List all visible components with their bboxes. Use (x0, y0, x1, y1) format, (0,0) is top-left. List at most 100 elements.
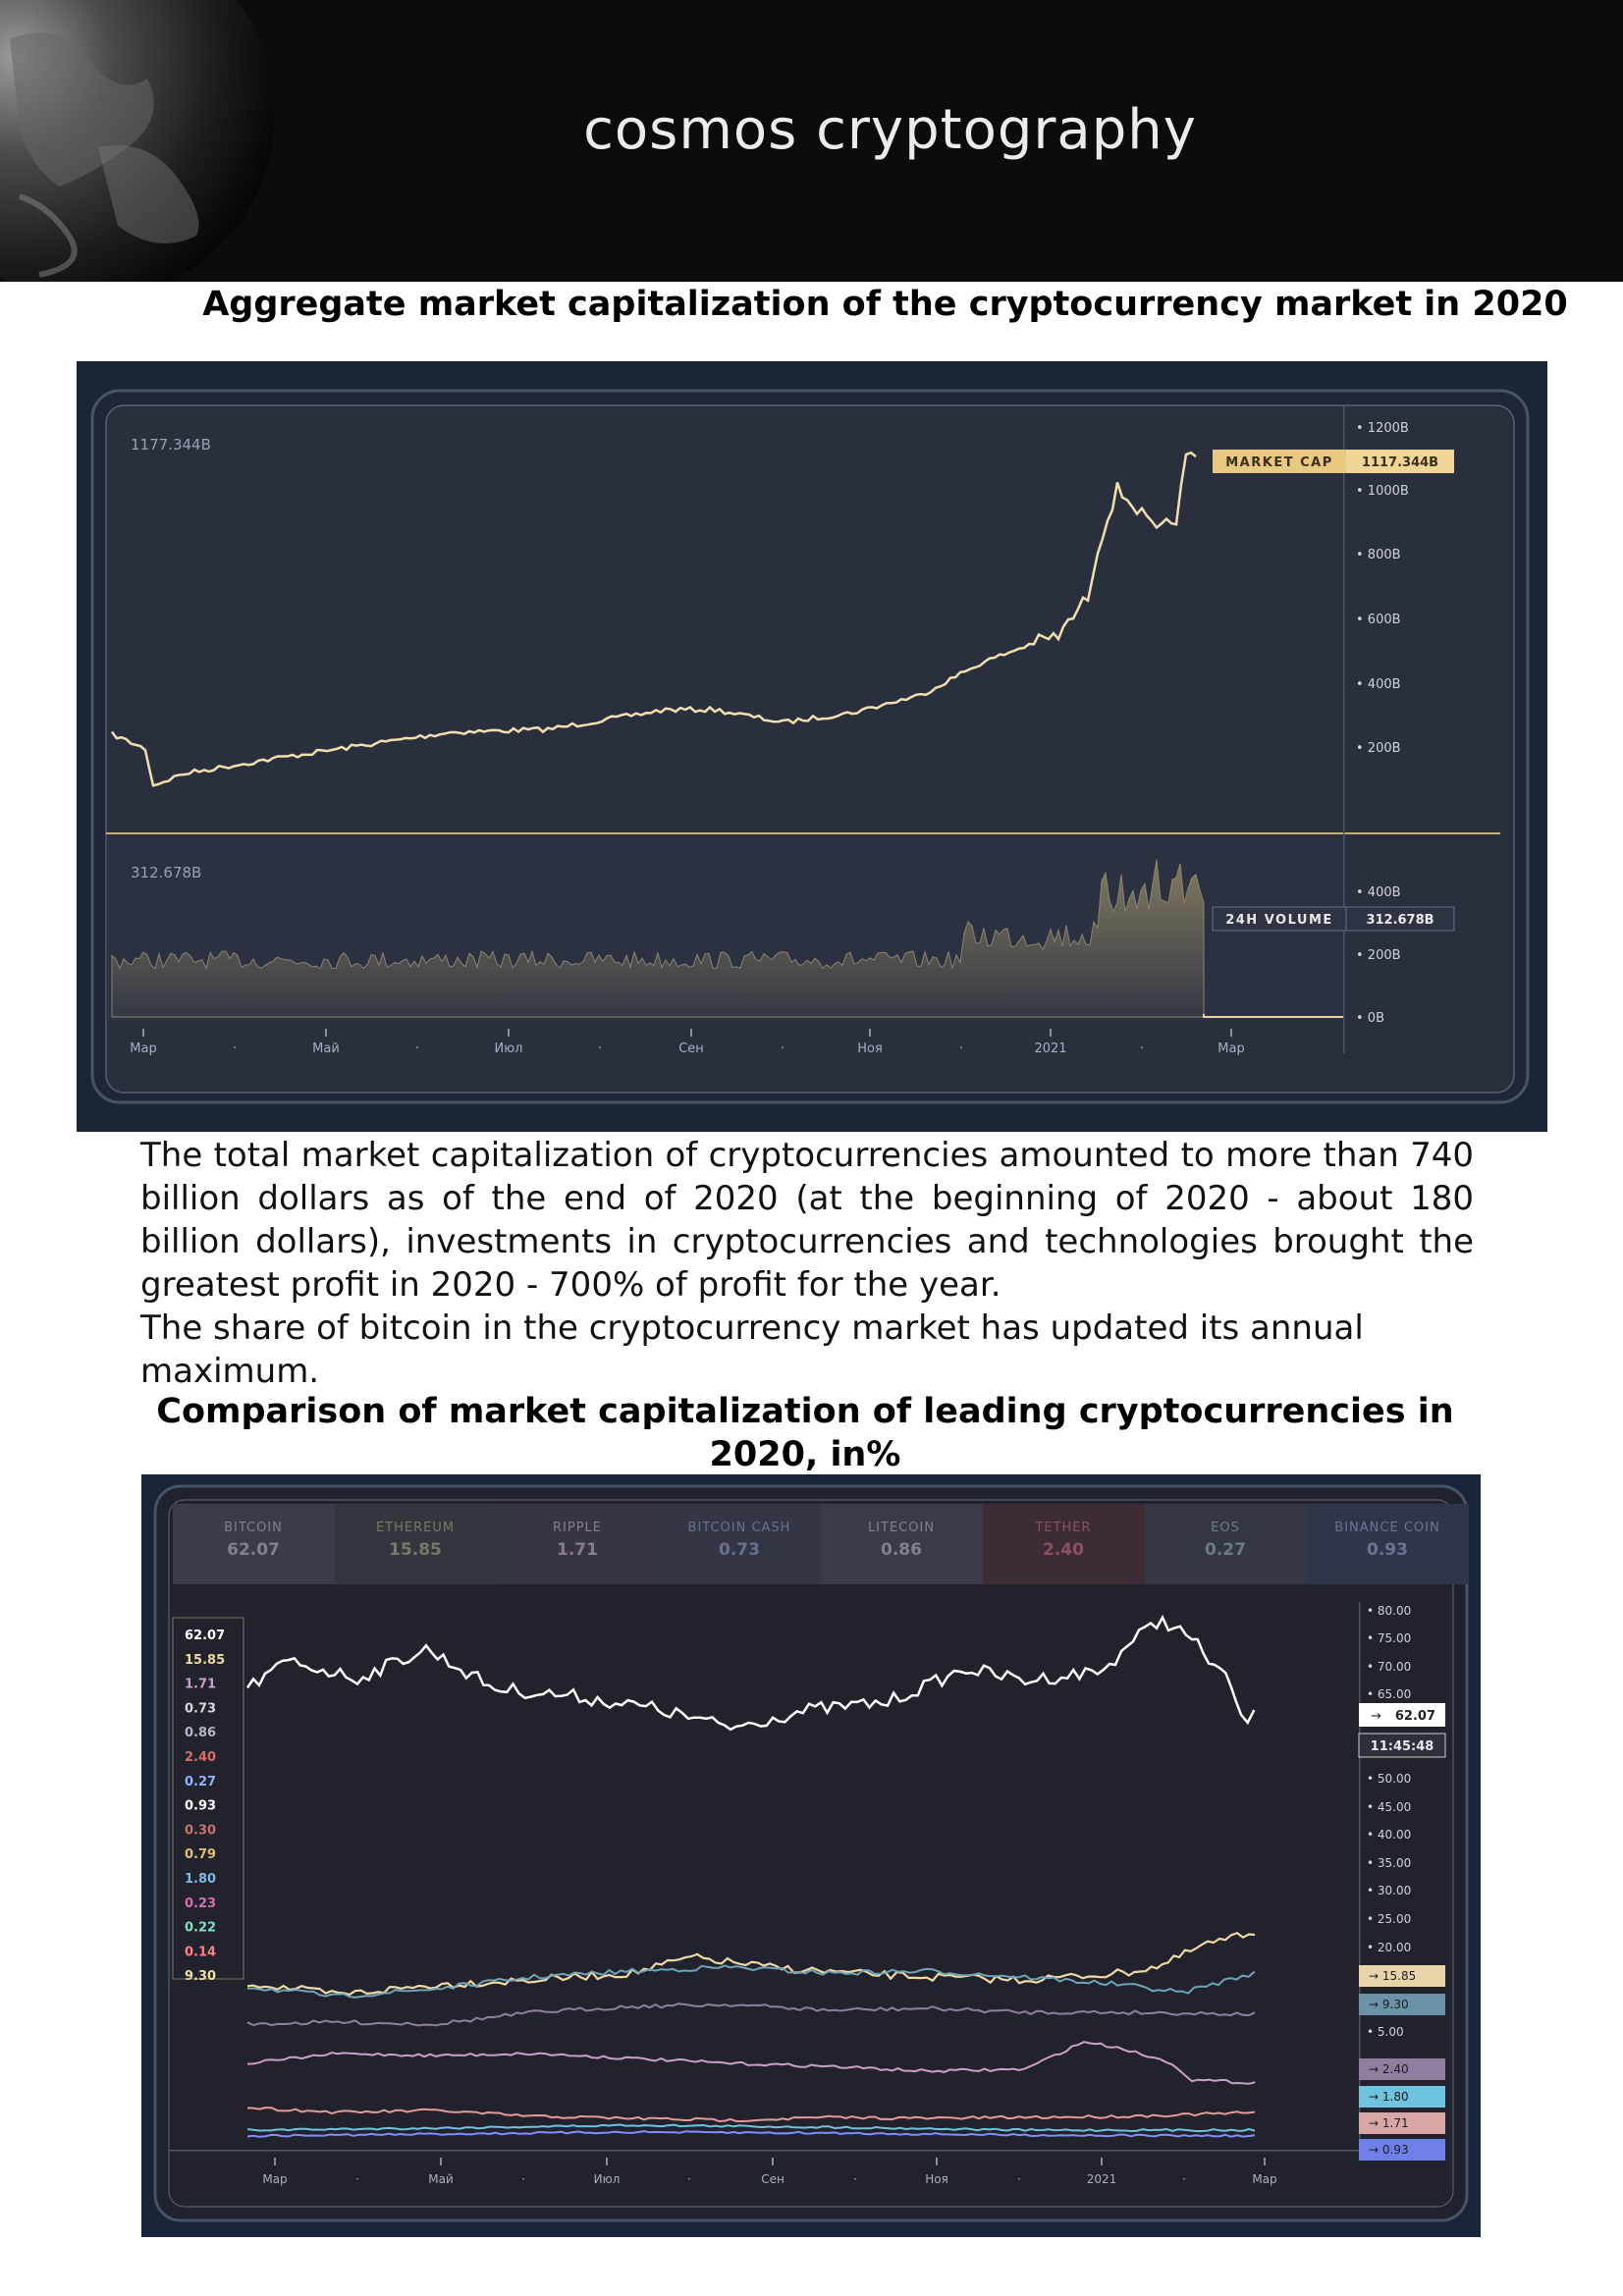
dominance-line (245, 1614, 1256, 1732)
vol-axis-ticks: • 400B • 200B • 0B (1356, 885, 1401, 1026)
x-tick-label: Май (312, 1041, 340, 1056)
dominance-line (246, 1931, 1256, 1997)
svg-text:·: · (1017, 2172, 1021, 2186)
legend-value: 2.40 (185, 1750, 216, 1765)
x-tick-label: 2021 (1087, 2172, 1117, 2186)
cap-axis-ticks: • 1200B • 1000B • 800B • 600B • 400B • 200B (1356, 421, 1409, 756)
coin-tab-value: 0.27 (1205, 1540, 1246, 1560)
chart2-x-axis: Мар · Май · Июл · Сен · Ноя · 2021 · Мар (262, 2158, 1277, 2186)
cap-tick: • 600B (1356, 613, 1401, 627)
coin-tab-value: 62.07 (227, 1540, 280, 1560)
vol-tick: • 0B (1356, 1011, 1384, 1026)
legend-value: 0.14 (185, 1945, 216, 1959)
coin-tab[interactable]: BITCOIN 62.07 (173, 1504, 335, 1584)
coin-tab[interactable]: TETHER 2.40 (983, 1504, 1145, 1584)
y-tick: • 45.00 (1367, 1800, 1411, 1814)
coin-tab-name: BITCOIN (224, 1521, 283, 1535)
vol-tick: • 200B (1356, 948, 1401, 963)
svg-text:→ 2.40: → 2.40 (1369, 2062, 1409, 2076)
svg-text:·: · (853, 2172, 857, 2186)
coin-tab[interactable]: BITCOIN CASH 0.73 (659, 1504, 821, 1584)
y-tick: • 80.00 (1367, 1604, 1411, 1618)
chart2-axis-line (1359, 1602, 1361, 2142)
x-tick-label: Мар (1217, 1041, 1244, 1056)
brand-name: cosmos cryptography (583, 98, 1197, 162)
volume-baseline (1203, 1014, 1343, 1018)
coin-tab-value: 1.71 (557, 1540, 598, 1560)
legend-value: 1.80 (185, 1872, 216, 1887)
svg-text:·: · (415, 1041, 419, 1056)
x-tick-label: Мар (1252, 2172, 1276, 2186)
legend-value: 15.85 (185, 1653, 225, 1668)
coin-tab[interactable]: LITECOIN 0.86 (821, 1504, 983, 1584)
svg-text:→ 15.85: → 15.85 (1369, 1969, 1416, 1983)
cap-tick: • 200B (1356, 741, 1401, 756)
coin-tab[interactable]: BINANCE COIN 0.93 (1307, 1504, 1469, 1584)
legend-value: 9.30 (185, 1969, 216, 1984)
coin-tab[interactable]: ETHEREUM 15.85 (335, 1504, 497, 1584)
chart1-divider (106, 832, 1500, 834)
coin-tab-value: 15.85 (389, 1540, 442, 1560)
volume-tag-value: 312.678B (1366, 913, 1434, 928)
x-tick-label: Мар (130, 1041, 156, 1056)
y-tick: • 65.00 (1367, 1687, 1411, 1701)
svg-text:·: · (521, 2172, 525, 2186)
y-tick: • 5.00 (1367, 2025, 1404, 2039)
current-value: 62.07 (1395, 1709, 1435, 1724)
vol-tick: • 400B (1356, 885, 1401, 900)
svg-text:→ 1.71: → 1.71 (1369, 2116, 1409, 2130)
chart2-inner-panel (168, 1499, 1454, 2208)
coin-tab[interactable]: RIPPLE 1.71 (497, 1504, 659, 1584)
legend-value: 0.93 (185, 1799, 216, 1814)
legend-box (172, 1617, 244, 1980)
chart2-title: Comparison of market capitalization of l… (156, 1392, 1454, 1474)
cap-tick: • 1000B (1356, 484, 1409, 499)
legend-value: 0.79 (185, 1847, 216, 1862)
svg-text:·: · (1140, 1041, 1144, 1056)
dominance-line (246, 1964, 1256, 1999)
y-tick: • 70.00 (1367, 1660, 1411, 1674)
legend-value: 0.86 (185, 1726, 216, 1740)
value-tag: → 1.80 (1359, 2086, 1445, 2108)
header-banner: cosmos cryptography (0, 0, 1623, 282)
dominance-line (246, 2002, 1256, 2027)
volume-area (111, 859, 1205, 1018)
globe-image (0, 0, 275, 282)
svg-text:·: · (598, 1041, 602, 1056)
summary-text: The total market capitalization of crypt… (140, 1134, 1474, 1393)
coin-tab[interactable]: EOS 0.27 (1145, 1504, 1307, 1584)
svg-text:·: · (1182, 2172, 1186, 2186)
market-cap-tag-value: 1117.344B (1362, 455, 1438, 470)
svg-text:·: · (233, 1041, 237, 1056)
chart2-y-axis: • 80.00 • 75.00 • 70.00 • 65.00 • 50.00 • 45.… (1367, 1604, 1411, 2039)
legend-value: 0.30 (185, 1823, 216, 1838)
x-tick-label: Мар (262, 2172, 287, 2186)
legend-value: 62.07 (185, 1629, 225, 1643)
legend-value: 0.22 (185, 1921, 216, 1936)
market-cap-chart: 1177.344B 312.678B • 1200B • 1000B • 800B •… (77, 361, 1547, 1132)
chart1-x-axis: Мар · Май · Июл · Сен · Ноя · 2021 · Мар (130, 1029, 1245, 1056)
summary-paragraph-2: The share of bitcoin in the cryptocurren… (140, 1308, 1364, 1391)
x-tick-label: Май (428, 2172, 454, 2186)
chart1-title: Aggregate market capitalization of the c… (202, 285, 1568, 324)
svg-text:·: · (687, 2172, 691, 2186)
y-tick: • 50.00 (1367, 1772, 1411, 1786)
cap-tick: • 400B (1356, 677, 1401, 692)
x-tick-label: Сен (761, 2172, 784, 2186)
value-tag: → 2.40 (1359, 2058, 1445, 2080)
value-tag: → 1.71 (1359, 2112, 1445, 2134)
coin-tab-name: EOS (1211, 1521, 1240, 1535)
y-tick: • 25.00 (1367, 1912, 1411, 1926)
value-tags: → 15.85 → 9.30 → 2.40 → 1.80 → 1.71 → 0.93 (1359, 1965, 1445, 2161)
coin-tab-name: BITCOIN CASH (688, 1521, 791, 1535)
legend-value: 0.73 (185, 1701, 216, 1716)
x-tick-label: Июл (495, 1041, 523, 1056)
legend-value: 0.27 (185, 1775, 216, 1789)
dominance-line (246, 2123, 1256, 2133)
market-cap-line (110, 451, 1197, 787)
coin-tab-name: RIPPLE (553, 1521, 602, 1535)
coin-tab-value: 0.86 (881, 1540, 922, 1560)
value-tag: → 0.93 (1359, 2139, 1445, 2161)
coin-tab-name: LITECOIN (868, 1521, 935, 1535)
x-tick-label: Сен (678, 1041, 704, 1056)
